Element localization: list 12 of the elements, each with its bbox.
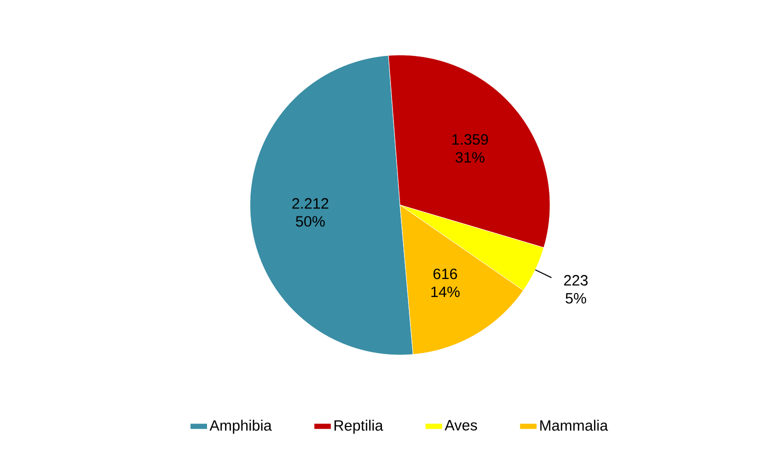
- data-label: 1.359: [452, 134, 488, 145]
- legend-label: Aves: [444, 420, 478, 430]
- text: 5%: [566, 293, 586, 304]
- legend-label: Amphibia: [210, 420, 272, 434]
- legend-label: Mammalia: [540, 420, 608, 431]
- text: 14%: [431, 286, 460, 298]
- data-label: 2.212: [292, 198, 328, 209]
- text: 50%: [296, 216, 325, 227]
- data-label: 616: [433, 268, 457, 280]
- text: 31%: [456, 152, 484, 163]
- legend-label: Reptilia: [334, 420, 384, 434]
- data-label: 223: [564, 275, 588, 286]
